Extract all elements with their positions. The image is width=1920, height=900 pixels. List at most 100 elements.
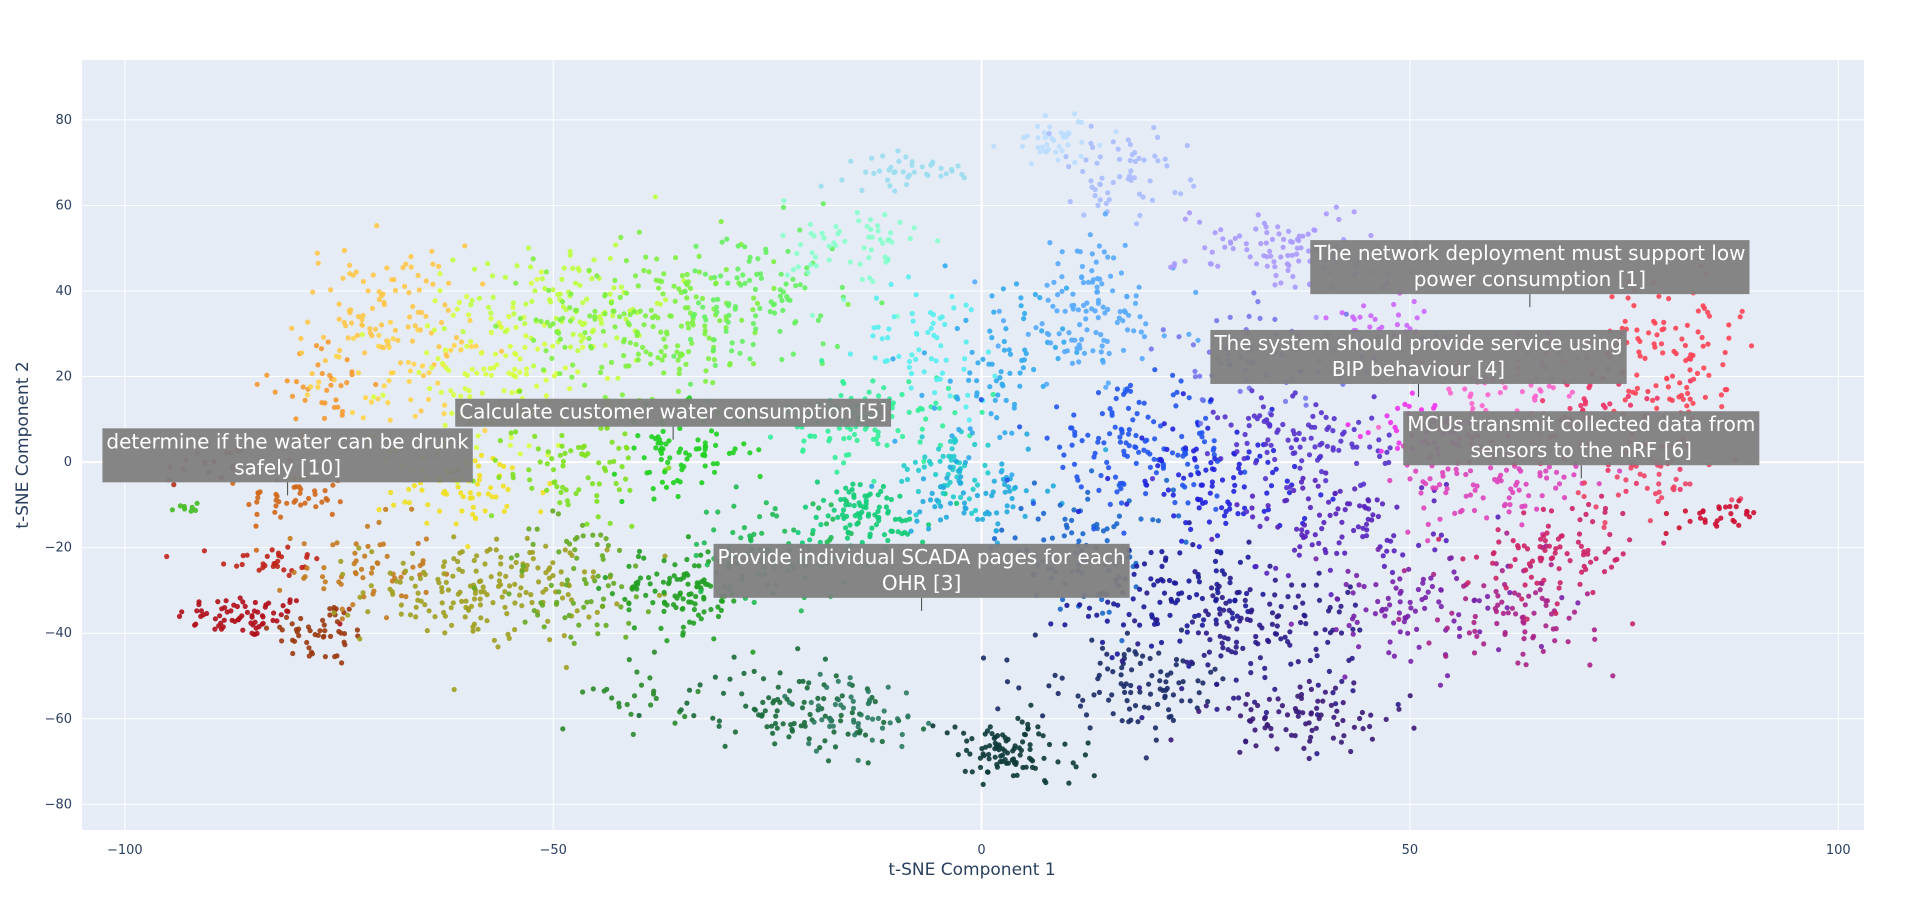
scatter-point bbox=[1032, 291, 1038, 298]
scatter-point bbox=[1434, 617, 1441, 623]
scatter-point bbox=[1046, 741, 1053, 748]
scatter-point bbox=[1421, 505, 1427, 511]
scatter-point bbox=[1085, 740, 1091, 746]
scatter-point bbox=[949, 293, 955, 300]
scatter-point bbox=[408, 264, 414, 270]
x-tick-label: 50 bbox=[1402, 843, 1419, 858]
scatter-point bbox=[304, 392, 310, 398]
scatter-point bbox=[677, 479, 683, 485]
scatter-point bbox=[369, 305, 376, 311]
scatter-point bbox=[682, 713, 688, 720]
scatter-point bbox=[273, 491, 279, 497]
scatter-point bbox=[1207, 637, 1213, 643]
scatter-point bbox=[1206, 649, 1212, 655]
scatter-point bbox=[505, 631, 511, 638]
scatter-point bbox=[491, 365, 497, 371]
scatter-point bbox=[376, 289, 382, 295]
scatter-point bbox=[602, 342, 608, 348]
y-tick-label: 20 bbox=[55, 370, 72, 385]
scatter-point bbox=[896, 158, 902, 164]
scatter-point bbox=[1062, 516, 1068, 522]
scatter-point bbox=[369, 549, 375, 555]
scatter-point bbox=[1318, 712, 1324, 718]
scatter-point bbox=[945, 482, 951, 488]
scatter-point bbox=[1495, 514, 1501, 520]
scatter-point bbox=[328, 382, 334, 388]
scatter-point bbox=[1250, 514, 1256, 520]
scatter-point bbox=[1457, 625, 1463, 632]
scatter-point bbox=[800, 678, 806, 684]
scatter-point bbox=[1313, 402, 1319, 408]
scatter-point bbox=[1301, 436, 1307, 442]
scatter-point bbox=[1400, 552, 1406, 558]
scatter-point bbox=[887, 183, 893, 189]
scatter-point bbox=[551, 479, 557, 486]
scatter-point bbox=[863, 169, 869, 175]
scatter-point bbox=[806, 741, 812, 747]
scatter-point bbox=[1103, 200, 1109, 207]
scatter-point bbox=[1513, 611, 1519, 617]
scatter-point bbox=[1372, 611, 1378, 617]
annotation-label: determine if the water can be drunksafel… bbox=[102, 428, 473, 496]
scatter-point bbox=[1360, 726, 1366, 732]
scatter-point bbox=[1189, 619, 1195, 625]
scatter-point bbox=[1143, 755, 1149, 761]
scatter-point bbox=[1264, 516, 1270, 522]
scatter-point bbox=[961, 730, 967, 736]
scatter-point bbox=[855, 757, 861, 764]
scatter-point bbox=[1137, 212, 1143, 218]
scatter-point bbox=[1060, 596, 1066, 603]
scatter-point bbox=[777, 293, 784, 299]
scatter-point bbox=[319, 574, 326, 580]
scatter-point bbox=[954, 500, 960, 506]
scatter-point bbox=[1100, 610, 1106, 616]
scatter-point bbox=[1294, 245, 1300, 251]
scatter-point bbox=[547, 323, 553, 329]
scatter-point bbox=[999, 461, 1005, 467]
scatter-point bbox=[1069, 442, 1075, 448]
scatter-point bbox=[338, 558, 344, 565]
scatter-point bbox=[1699, 334, 1705, 341]
scatter-point bbox=[494, 362, 500, 368]
scatter-point bbox=[611, 580, 617, 586]
scatter-point bbox=[1018, 303, 1024, 309]
scatter-point bbox=[1472, 613, 1478, 620]
scatter-point bbox=[579, 522, 586, 528]
scatter-point bbox=[655, 315, 661, 321]
scatter-point bbox=[998, 469, 1004, 475]
scatter-point bbox=[899, 743, 905, 750]
scatter-point bbox=[1290, 273, 1296, 280]
scatter-point bbox=[1587, 662, 1593, 668]
scatter-point bbox=[1499, 599, 1505, 605]
scatter-point bbox=[1234, 613, 1240, 619]
scatter-point bbox=[1262, 674, 1268, 681]
scatter-point bbox=[1323, 478, 1329, 484]
scatter-point bbox=[488, 513, 495, 519]
scatter-point bbox=[1101, 440, 1107, 446]
scatter-point bbox=[1255, 299, 1261, 305]
scatter-point bbox=[550, 343, 556, 349]
scatter-point bbox=[1130, 417, 1136, 423]
scatter-point bbox=[834, 489, 840, 495]
scatter-point bbox=[1284, 478, 1290, 484]
scatter-point bbox=[913, 356, 919, 362]
scatter-point bbox=[1148, 576, 1154, 582]
scatter-point bbox=[974, 378, 980, 384]
scatter-point bbox=[859, 539, 865, 546]
scatter-point bbox=[600, 328, 607, 334]
scatter-point bbox=[1406, 566, 1412, 572]
scatter-point bbox=[659, 357, 665, 363]
scatter-point bbox=[351, 561, 357, 567]
annotation-text: MCUs transmit collected data from bbox=[1407, 412, 1755, 436]
scatter-point bbox=[684, 556, 690, 563]
scatter-point bbox=[1226, 705, 1232, 711]
scatter-point bbox=[1695, 329, 1701, 335]
scatter-point bbox=[464, 343, 470, 349]
scatter-point bbox=[594, 609, 600, 615]
scatter-point bbox=[1017, 383, 1023, 389]
scatter-point bbox=[538, 600, 544, 606]
scatter-point bbox=[706, 335, 712, 341]
scatter-point bbox=[590, 569, 597, 575]
scatter-point bbox=[548, 582, 554, 589]
scatter-point bbox=[506, 370, 512, 376]
